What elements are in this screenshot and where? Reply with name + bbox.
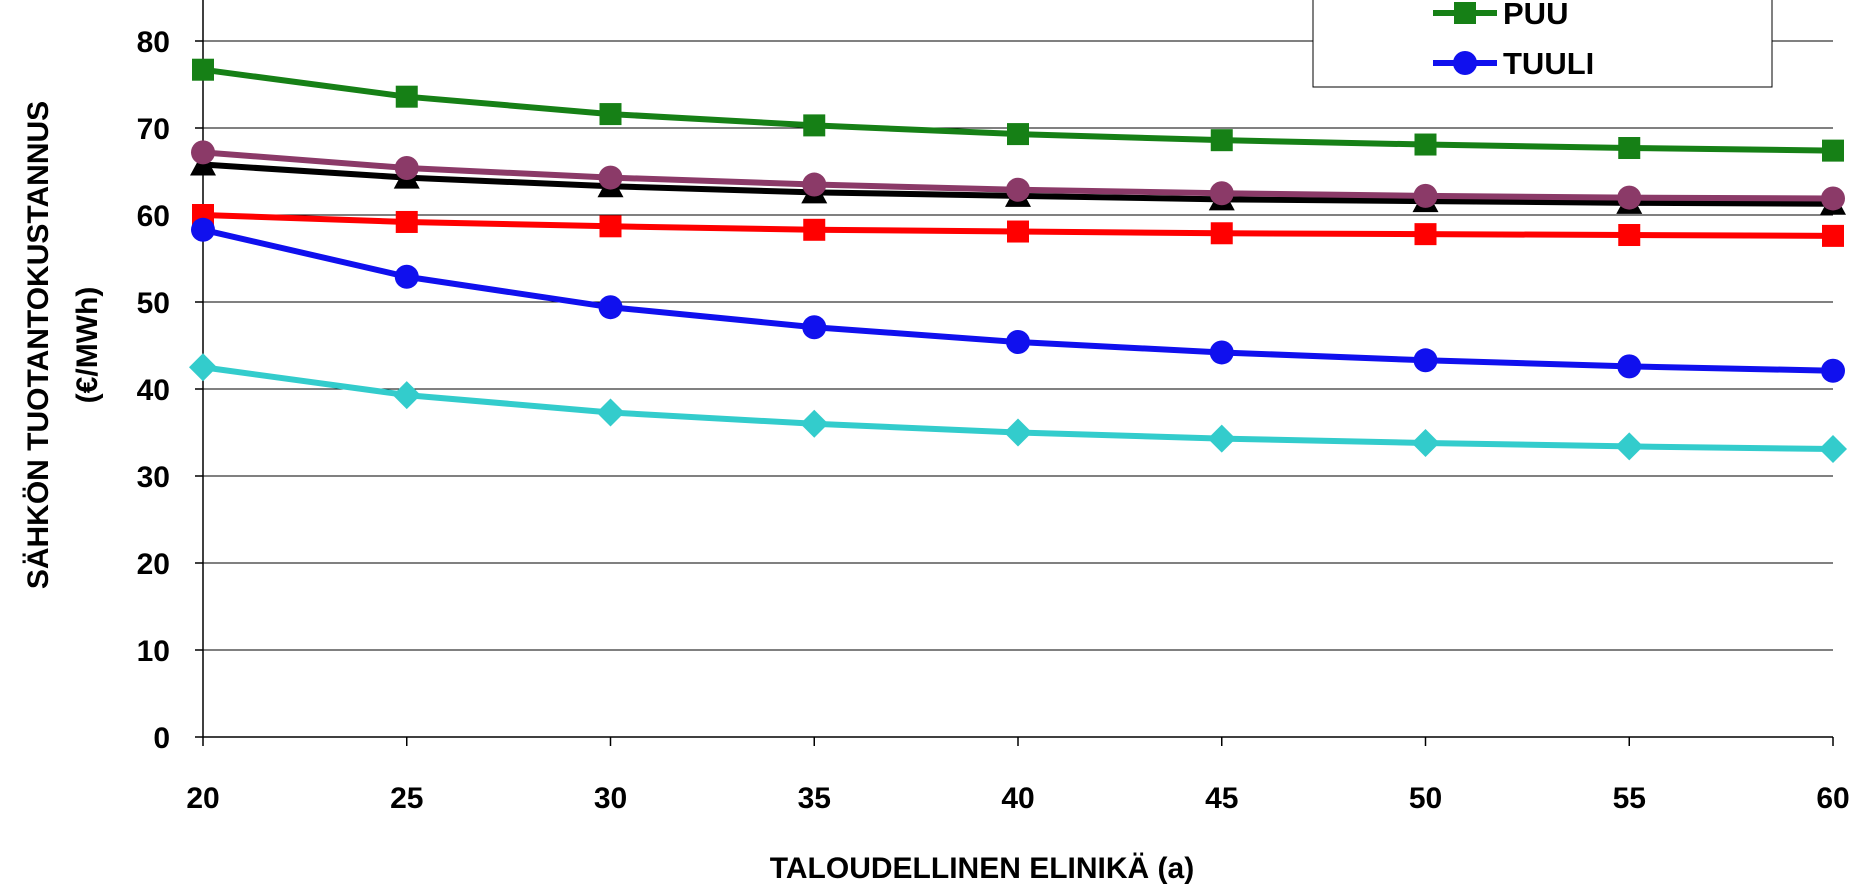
legend-marker [1453, 51, 1477, 75]
y-axis-title-line2: (€/MWh) [71, 287, 104, 404]
legend-marker [1454, 2, 1476, 24]
x-tick-label-20: 20 [186, 782, 219, 815]
legend-label: PUU [1503, 0, 1568, 31]
gridlines [203, 40, 1833, 651]
data-point-x50 [1413, 183, 1438, 208]
data-point-x25 [394, 156, 419, 181]
series-unlabeled-3 [191, 140, 1845, 211]
data-point-x35 [802, 315, 827, 340]
series-puu [192, 58, 1844, 162]
data-point-x25 [395, 85, 418, 108]
series-unlabeled-5 [189, 353, 1847, 464]
y-tick-label-80: 80 [137, 26, 170, 59]
x-tick-label-45: 45 [1205, 782, 1238, 815]
data-point-x55 [1617, 185, 1642, 210]
tick-labels: 0 10 20 30 40 50 60 70 80 20 25 30 35 40 45 50 55 60 [137, 26, 1850, 815]
data-point-x50 [1413, 348, 1438, 373]
data-point-x50 [1411, 428, 1440, 457]
series-tuuli [191, 217, 1845, 383]
data-point-x20 [191, 140, 215, 165]
data-point-x60 [1822, 139, 1844, 162]
x-tick-label-25: 25 [390, 782, 423, 815]
data-point-x30 [598, 295, 623, 320]
data-point-x25 [392, 381, 421, 410]
y-tick-label-40: 40 [137, 374, 170, 407]
legend-label: TUULI [1503, 46, 1594, 81]
data-point-x55 [1617, 354, 1642, 379]
data-point-x40 [1006, 177, 1030, 202]
data-point-x60 [1819, 435, 1847, 464]
data-series [189, 58, 1847, 464]
data-point-x50 [1414, 133, 1437, 156]
data-point-x60 [1821, 358, 1845, 383]
data-point-x35 [803, 114, 826, 137]
data-point-x30 [596, 398, 625, 427]
data-point-x20 [191, 217, 215, 242]
x-tick-label-60: 60 [1816, 782, 1849, 815]
y-tick-label-10: 10 [137, 635, 170, 668]
data-point-x20 [192, 58, 214, 81]
legend-item-puu: PUU [1433, 0, 1568, 31]
data-point-x25 [395, 210, 418, 233]
y-tick-label-70: 70 [137, 113, 170, 146]
data-point-x30 [599, 215, 622, 238]
data-point-x50 [1414, 223, 1437, 246]
y-tick-label-0: 0 [153, 722, 170, 755]
data-point-x35 [800, 409, 829, 438]
data-point-x40 [1007, 220, 1029, 243]
axis-titles: TALOUDELLINEN ELINIKÄ (a) SÄHKÖN TUOTANT… [22, 101, 1194, 885]
legend-item-tuuli: TUULI [1433, 46, 1594, 81]
data-point-x20 [189, 353, 217, 382]
data-point-x40 [1007, 123, 1029, 146]
x-tick-label-40: 40 [1001, 782, 1034, 815]
y-tick-label-30: 30 [137, 461, 170, 494]
x-tick-label-35: 35 [798, 782, 831, 815]
y-tick-label-60: 60 [137, 200, 170, 233]
data-point-x40 [1004, 418, 1032, 447]
x-tick-label-50: 50 [1409, 782, 1442, 815]
data-point-x45 [1209, 181, 1234, 206]
data-point-x40 [1006, 330, 1030, 355]
x-tick-label-55: 55 [1613, 782, 1646, 815]
data-point-x60 [1822, 224, 1844, 247]
data-point-x60 [1821, 186, 1845, 211]
data-point-x55 [1618, 224, 1641, 247]
data-point-x30 [599, 103, 622, 126]
data-point-x55 [1615, 432, 1644, 461]
legend-box [1312, 0, 1773, 88]
axes [195, 0, 1834, 746]
y-tick-label-20: 20 [137, 548, 170, 581]
data-point-x45 [1207, 424, 1236, 453]
legend: PUU TUULI [1312, 0, 1773, 88]
data-point-x45 [1209, 340, 1234, 365]
x-axis-title: TALOUDELLINEN ELINIKÄ (a) [770, 852, 1194, 885]
y-axis-title-line1: SÄHKÖN TUOTANTOKUSTANNUS [22, 101, 55, 589]
data-point-x45 [1210, 129, 1233, 152]
data-point-x55 [1618, 137, 1641, 160]
data-point-x30 [598, 165, 623, 190]
x-tick-label-30: 30 [594, 782, 627, 815]
series-unlabeled-4 [192, 204, 1844, 247]
y-tick-label-50: 50 [137, 287, 170, 320]
data-point-x35 [802, 172, 827, 197]
data-point-x35 [803, 218, 826, 241]
data-point-x45 [1210, 222, 1233, 245]
data-point-x25 [394, 264, 419, 289]
